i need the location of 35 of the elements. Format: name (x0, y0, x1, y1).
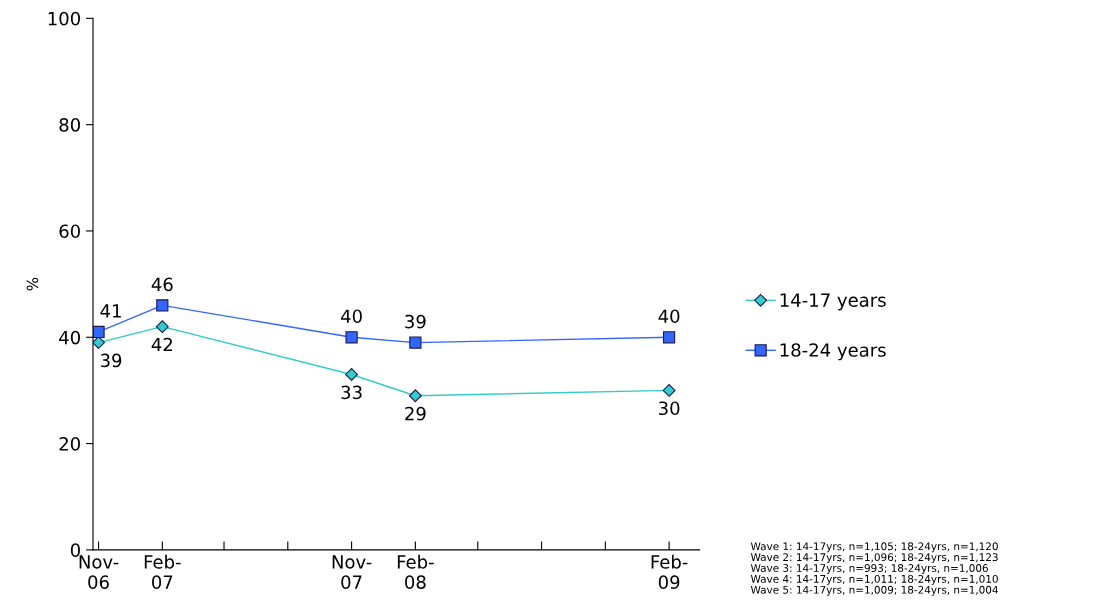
y-tick-label: 0 (70, 543, 80, 558)
point (662, 383, 676, 397)
data-label: 29 (405, 406, 426, 421)
data-label: 46 (151, 277, 173, 292)
point (663, 331, 676, 344)
point (409, 336, 422, 349)
data-label: 30 (659, 401, 680, 416)
data-label: 41 (100, 304, 121, 318)
point (156, 299, 169, 312)
y-axis-title: % (26, 277, 39, 291)
x-tick-label: Feb- 09 (651, 554, 688, 589)
data-label: 40 (340, 309, 362, 324)
data-label: 42 (151, 337, 172, 352)
point (408, 389, 422, 403)
x-tick-label: Feb- 07 (144, 554, 181, 589)
x-tick-label: Nov- 06 (79, 555, 119, 589)
legend-label: 14-17 years (780, 293, 886, 311)
data-label: 40 (658, 309, 680, 324)
y-tick-label: 40 (59, 330, 80, 345)
data-label: 33 (341, 385, 362, 400)
point (92, 336, 105, 350)
y-tick-label: 60 (59, 224, 80, 239)
y-tick-label: 20 (59, 437, 80, 451)
legend-label: 18-24 years (780, 343, 886, 361)
point (345, 331, 358, 344)
point (345, 368, 359, 381)
x-tick-label: Nov- 07 (332, 555, 372, 589)
point (92, 325, 105, 339)
text: Wave 1: 14-17yrs, n=1,105; 18-24yrs, n=1,120 Wave 2: 14-17yrs, n=1,096; 18-24yrs, n=1,123 Wave 3: 14-17yrs, n=993; 18-24yrs, n=1,006 Wave 4: 14-17yrs, n=1,011; 18-24yrs, n=1,010 Wave 5: 14-17yrs, n=1,009; 18-24yrs, n=1,004 (750, 542, 998, 596)
point (155, 320, 169, 334)
x-tick-label: Feb- 08 (397, 554, 434, 589)
y-tick-label: 80 (59, 118, 80, 132)
data-label: 39 (405, 314, 426, 329)
data-label: 39 (100, 353, 122, 368)
y-tick-label: 100 (48, 11, 80, 26)
